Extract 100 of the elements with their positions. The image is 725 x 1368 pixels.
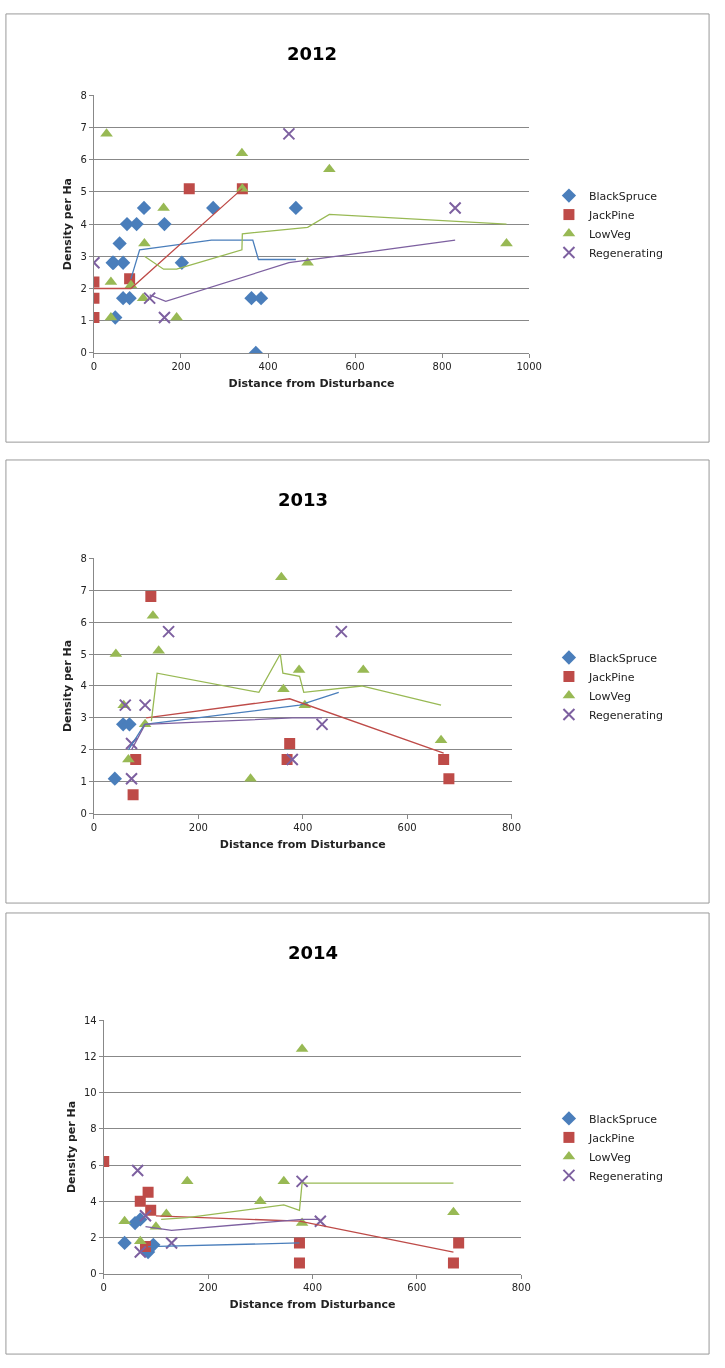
y-tick-label: 12	[83, 1050, 97, 1062]
x-tick-label: 200	[188, 821, 208, 833]
legend-label: LowVeg	[588, 227, 632, 241]
point	[127, 789, 139, 801]
x-tick-label: 1000	[516, 360, 542, 372]
point	[129, 216, 144, 232]
point	[107, 771, 122, 786]
point	[323, 163, 336, 173]
point	[143, 291, 157, 305]
x-tick-label: 800	[511, 1281, 531, 1293]
y-tick-label: 5	[80, 186, 87, 198]
y-axis-title: Density per Ha	[61, 639, 75, 733]
x-tick-label: 400	[293, 821, 313, 833]
y-axis-title: Density per Ha	[61, 177, 75, 271]
point	[293, 1237, 305, 1249]
point	[138, 237, 151, 247]
point	[277, 1175, 291, 1185]
point	[285, 753, 299, 766]
point	[180, 1175, 194, 1185]
point	[170, 311, 183, 321]
point	[500, 237, 513, 247]
point	[138, 1209, 152, 1223]
point	[315, 717, 329, 731]
x-tick-label: 600	[407, 1281, 427, 1293]
point	[453, 1237, 465, 1249]
x-tick-label: 0	[100, 1281, 107, 1293]
point	[253, 1195, 267, 1205]
point	[282, 127, 296, 141]
line-series	[143, 213, 508, 270]
point	[293, 1257, 305, 1269]
point	[145, 590, 157, 602]
point	[157, 310, 171, 324]
point	[138, 698, 152, 712]
y-tick-label: 4	[80, 680, 87, 692]
y-tick-label: 6	[80, 154, 87, 166]
point	[174, 255, 190, 270]
point	[334, 625, 348, 639]
legend-label: BlackSpruce	[588, 189, 658, 203]
point	[118, 698, 132, 712]
point	[162, 625, 176, 639]
y-axis-title: Density per Ha	[64, 1100, 78, 1194]
point	[447, 1257, 459, 1269]
y-tick-label: 0	[80, 808, 87, 820]
legend-label: Regenerating	[588, 1169, 663, 1183]
y-tick-label: 3	[80, 712, 87, 724]
chart-title: 2013	[278, 489, 329, 510]
point	[131, 1163, 145, 1177]
point	[274, 571, 288, 581]
y-tick-label: 8	[80, 552, 87, 564]
legend-label: Regenerating	[588, 246, 663, 260]
legend-label: JackPine	[587, 208, 635, 222]
legend-label: Regenerating	[588, 708, 663, 722]
x-tick-label: 800	[432, 360, 452, 372]
x-tick-label: 200	[171, 360, 191, 372]
point	[136, 200, 152, 216]
y-tick-label: 2	[80, 744, 87, 756]
y-tick-label: 1	[80, 776, 87, 788]
x-tick-label: 600	[345, 360, 365, 372]
y-tick-label: 7	[80, 584, 87, 596]
point	[295, 1174, 309, 1188]
y-tick-label: 8	[90, 1123, 97, 1135]
point	[448, 201, 462, 215]
y-tick-label: 2	[90, 1232, 97, 1244]
point	[438, 754, 450, 765]
x-tick-label: 600	[397, 821, 417, 833]
y-tick-label: 6	[80, 616, 87, 628]
chart-title: 2012	[287, 43, 338, 64]
x-tick-label: 400	[258, 360, 278, 372]
y-tick-label: 1	[80, 315, 87, 327]
point	[434, 734, 448, 744]
point	[443, 773, 455, 785]
point	[165, 1236, 179, 1250]
legend-label: JackPine	[587, 1131, 635, 1145]
point	[134, 1195, 146, 1207]
y-tick-label: 14	[83, 1014, 97, 1026]
y-tick-label: 0	[80, 347, 87, 359]
chart-title: 2014	[288, 942, 339, 963]
y-tick-label: 5	[80, 648, 87, 660]
y-tick-label: 7	[80, 121, 87, 133]
point	[125, 737, 139, 751]
legend-label: JackPine	[587, 670, 635, 684]
y-tick-label: 3	[80, 250, 87, 262]
y-tick-label: 6	[90, 1159, 97, 1171]
line-series	[127, 691, 340, 751]
x-axis-title: Distance from Disturbance	[219, 838, 386, 852]
legend-label: LowVeg	[588, 689, 632, 703]
y-tick-label: 4	[90, 1195, 97, 1207]
point	[157, 216, 172, 232]
point	[117, 1235, 132, 1251]
y-tick-label: 4	[80, 218, 87, 230]
x-tick-label: 400	[302, 1281, 323, 1293]
point	[112, 236, 127, 251]
x-tick-label: 200	[198, 1281, 218, 1293]
y-tick-label: 10	[83, 1087, 97, 1099]
legend-label: LowVeg	[588, 1150, 632, 1164]
x-axis-title: Distance from Disturbance	[228, 377, 395, 391]
point	[104, 311, 118, 321]
legend-label: BlackSpruce	[588, 651, 658, 665]
y-tick-label: 2	[80, 283, 87, 294]
point	[125, 772, 139, 786]
